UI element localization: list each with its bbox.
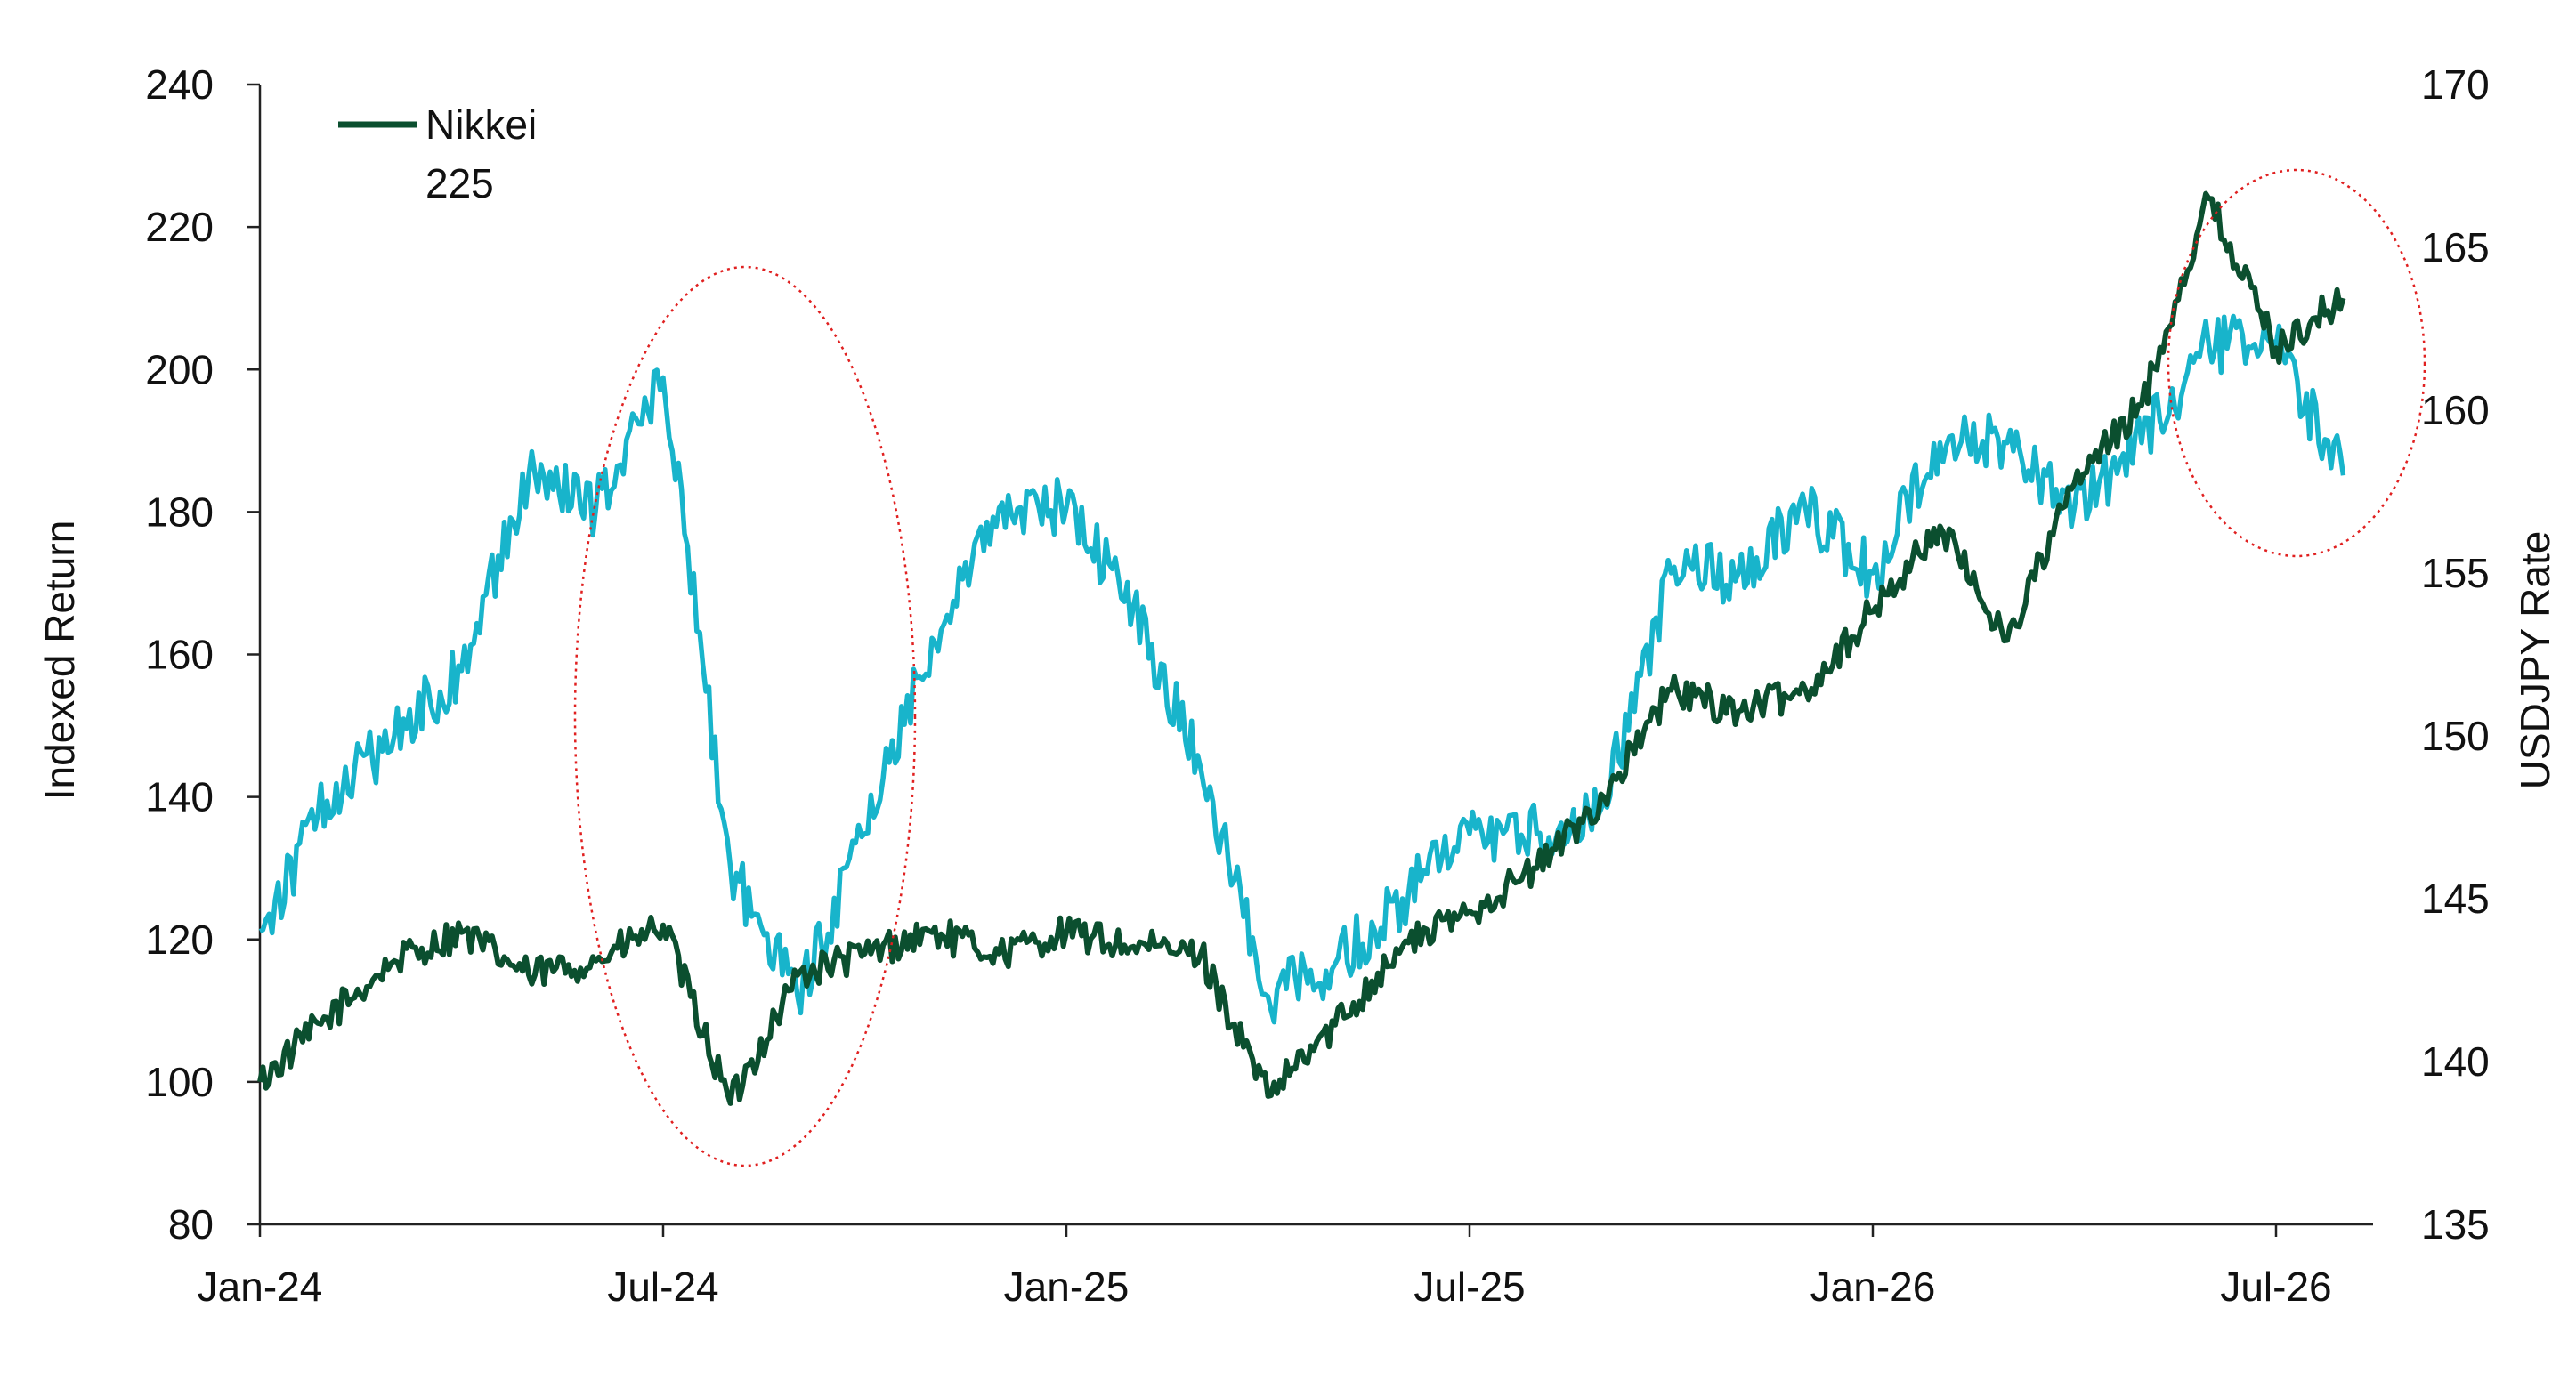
y-right-tick-label: 160 — [2421, 387, 2490, 433]
y-left-tick-label: 220 — [145, 204, 214, 250]
y-left-tick-label: 180 — [145, 489, 214, 535]
axes — [247, 83, 2373, 1237]
tick-labels: 80 100 120 140 160 180 200 220 240 135 140 145 150 15… — [145, 61, 2490, 1310]
y-left-tick-label: 80 — [168, 1201, 214, 1248]
legend-label-nikkei-line1: Nikkei — [425, 101, 537, 148]
highlight-ellipse-1 — [573, 265, 917, 1167]
y-right-tick-label: 170 — [2421, 61, 2490, 108]
y-left-tick-label: 120 — [145, 917, 214, 963]
y-right-tick-label: 165 — [2421, 224, 2490, 271]
x-tick-label: Jul-24 — [607, 1264, 718, 1310]
legend: Nikkei 225 — [338, 101, 537, 206]
x-tick-label: Jul-26 — [2220, 1264, 2331, 1310]
series-layer — [257, 190, 2346, 1106]
x-tick-label: Jan-24 — [198, 1264, 323, 1310]
y-right-tick-label: 145 — [2421, 876, 2490, 922]
y-axis-right-title: USDJPY Rate — [2512, 531, 2558, 790]
x-tick-label: Jan-26 — [1810, 1264, 1936, 1310]
y-left-tick-label: 100 — [145, 1059, 214, 1105]
y-left-tick-label: 160 — [145, 632, 214, 678]
x-tick-label: Jul-25 — [1414, 1264, 1525, 1310]
series-line-nikkei-225 — [257, 190, 2346, 1106]
y-left-tick-label: 200 — [145, 346, 214, 392]
y-left-tick-label: 240 — [145, 61, 214, 108]
legend-label-nikkei-line2: 225 — [425, 160, 494, 206]
y-left-tick-label: 140 — [145, 774, 214, 820]
y-right-tick-label: 135 — [2421, 1201, 2490, 1248]
highlight-ellipse-2 — [2167, 168, 2426, 558]
y-right-tick-label: 150 — [2421, 713, 2490, 759]
x-tick-label: Jan-25 — [1004, 1264, 1130, 1310]
y-right-tick-label: 140 — [2421, 1038, 2490, 1085]
series-line-usdjpy — [258, 313, 2346, 1025]
y-right-tick-label: 155 — [2421, 550, 2490, 596]
annotation-layer — [573, 168, 2426, 1167]
y-axis-left-title: Indexed Return — [36, 521, 83, 801]
